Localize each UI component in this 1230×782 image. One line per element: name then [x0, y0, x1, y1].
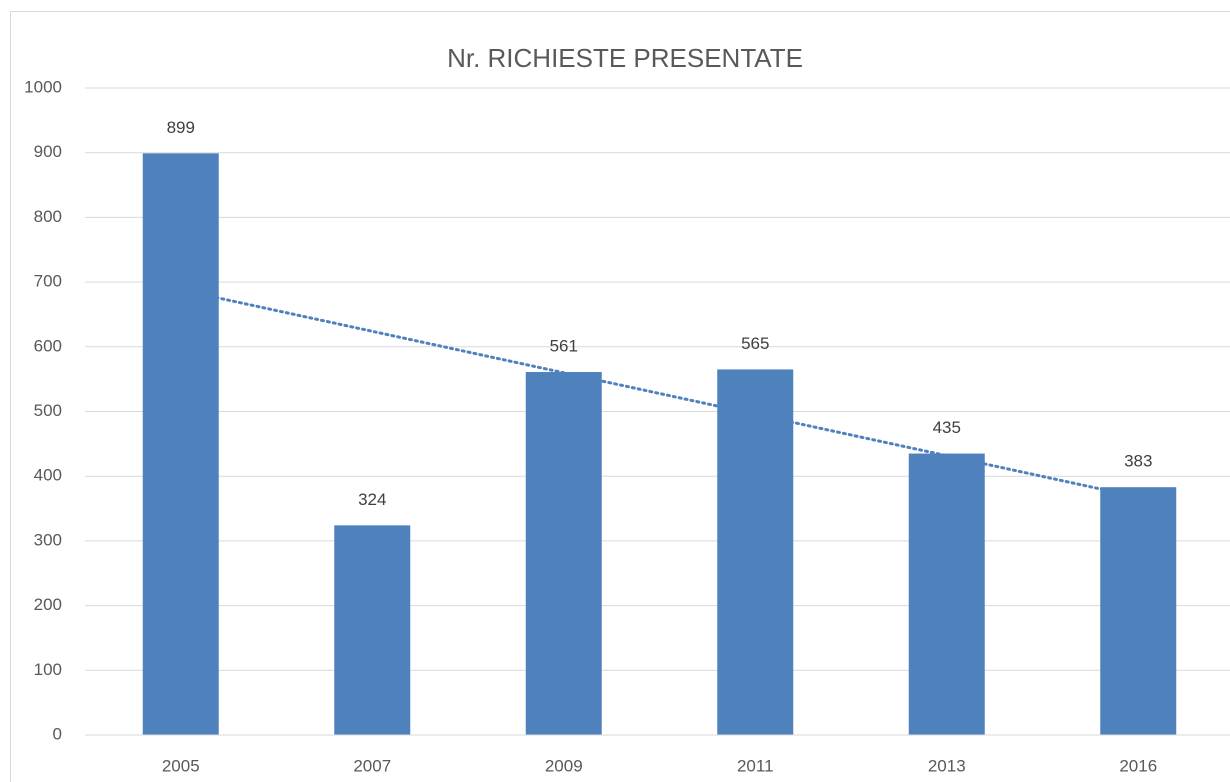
bar — [1100, 487, 1177, 735]
bar — [717, 369, 794, 735]
data-label: 565 — [741, 334, 769, 353]
y-tick-label: 100 — [34, 660, 62, 679]
x-tick-label: 2005 — [162, 756, 200, 775]
data-label: 383 — [1124, 452, 1152, 471]
chart-title: Nr. RICHIESTE PRESENTATE — [447, 43, 803, 73]
bar — [525, 372, 602, 735]
bar — [334, 525, 411, 735]
y-tick-label: 600 — [34, 336, 62, 355]
y-tick-label: 500 — [34, 401, 62, 420]
bar — [908, 453, 985, 735]
bar — [142, 153, 219, 736]
x-tick-label: 2016 — [1119, 756, 1157, 775]
y-tick-label: 700 — [34, 272, 62, 291]
y-tick-label: 1000 — [24, 77, 62, 96]
x-tick-label: 2009 — [545, 756, 583, 775]
data-label: 899 — [167, 118, 195, 137]
y-tick-label: 800 — [34, 207, 62, 226]
y-tick-label: 900 — [34, 142, 62, 161]
y-tick-label: 300 — [34, 530, 62, 549]
y-tick-label: 200 — [34, 595, 62, 614]
y-tick-label: 400 — [34, 466, 62, 485]
data-label: 561 — [550, 337, 578, 356]
x-tick-label: 2007 — [353, 756, 391, 775]
y-tick-label: 0 — [53, 724, 62, 743]
x-tick-label: 2013 — [928, 756, 966, 775]
data-label: 324 — [358, 490, 386, 509]
trendline — [179, 288, 1140, 499]
x-tick-label: 2011 — [737, 756, 774, 775]
data-label: 435 — [933, 418, 961, 437]
